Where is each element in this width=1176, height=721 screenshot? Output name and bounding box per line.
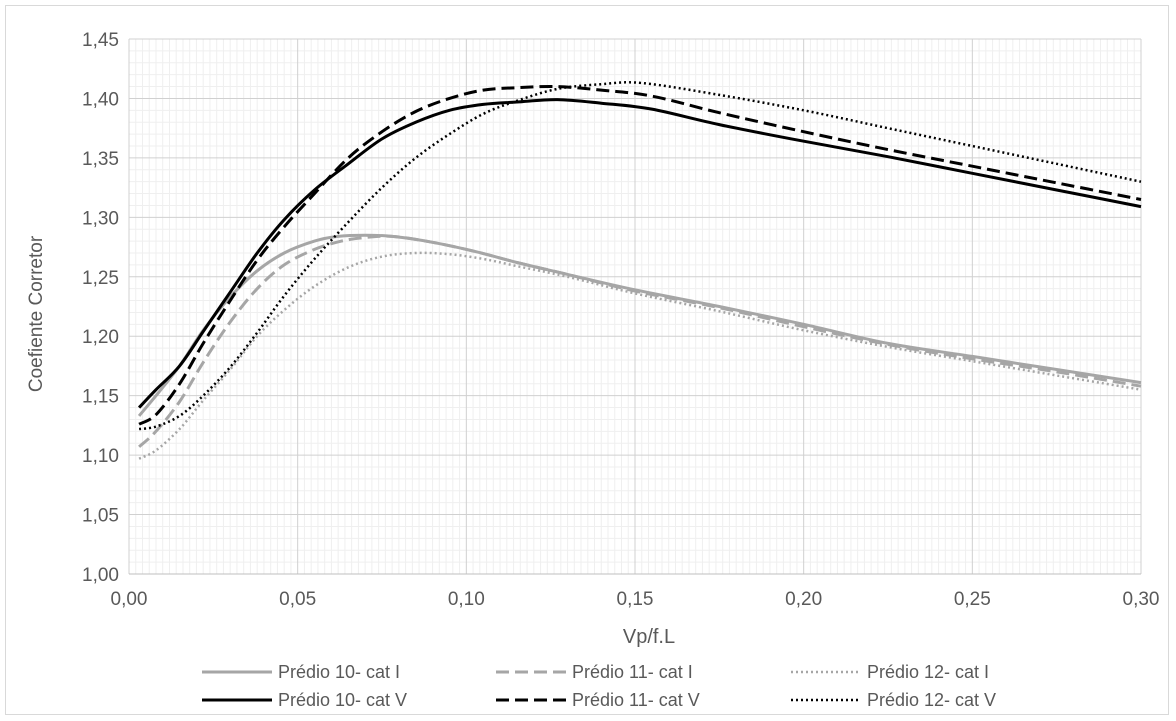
series-line-pr-dio-12-cat-v xyxy=(138,81,1142,431)
y-tick-label: 1,25 xyxy=(82,268,119,289)
y-tick-label: 1,00 xyxy=(82,565,119,586)
y-tick-label: 1,30 xyxy=(82,208,119,229)
x-tick-label: 0,30 xyxy=(1123,589,1160,610)
x-tick-label: 0,20 xyxy=(785,589,822,610)
legend-label: Prédio 11- cat V xyxy=(572,690,700,710)
legend-label: Prédio 12- cat V xyxy=(867,690,996,710)
tick-labels: 0,00 0,05 0,10 0,15 0,20 0,25 0,30 1,00 1,05 1,10… xyxy=(82,30,1159,610)
y-tick-label: 1,20 xyxy=(82,327,119,348)
line-chart: 0,00 0,05 0,10 0,15 0,20 0,25 0,30 1,00 1,05 1,10… xyxy=(26,30,1159,710)
y-tick-label: 1,45 xyxy=(82,30,119,51)
legend: Prédio 10- cat I Prédio 11- cat I Prédio 1… xyxy=(202,662,996,710)
legend-label: Prédio 10- cat V xyxy=(278,690,407,710)
y-tick-label: 1,05 xyxy=(82,506,119,527)
chart-frame: 0,00 0,05 0,10 0,15 0,20 0,25 0,30 1,00 1,05 1,10… xyxy=(5,5,1169,715)
x-tick-label: 0,25 xyxy=(954,589,991,610)
x-tick-label: 0,15 xyxy=(617,589,654,610)
y-tick-label: 1,15 xyxy=(82,387,119,408)
x-tick-label: 0,10 xyxy=(448,589,485,610)
y-tick-label: 1,35 xyxy=(82,149,119,170)
legend-label: Prédio 11- cat I xyxy=(572,662,693,682)
series-line-pr-dio-11-cat-i xyxy=(138,234,1142,448)
x-tick-label: 0,00 xyxy=(111,589,148,610)
grid-layer xyxy=(128,38,1142,575)
legend-label: Prédio 12- cat I xyxy=(867,662,989,682)
series-line-pr-dio-10-cat-v xyxy=(138,98,1142,409)
legend-label: Prédio 10- cat I xyxy=(278,662,400,682)
series-line-pr-dio-12-cat-i xyxy=(138,251,1142,460)
series-layer xyxy=(137,81,1142,460)
y-tick-label: 1,10 xyxy=(82,446,119,467)
x-axis-title: Vp/f.L xyxy=(623,626,675,648)
x-tick-label: 0,05 xyxy=(279,589,316,610)
y-tick-label: 1,40 xyxy=(82,89,119,110)
y-axis-title: Coefiente Corretor xyxy=(26,235,47,392)
series-line-pr-dio-11-cat-v xyxy=(138,85,1142,426)
